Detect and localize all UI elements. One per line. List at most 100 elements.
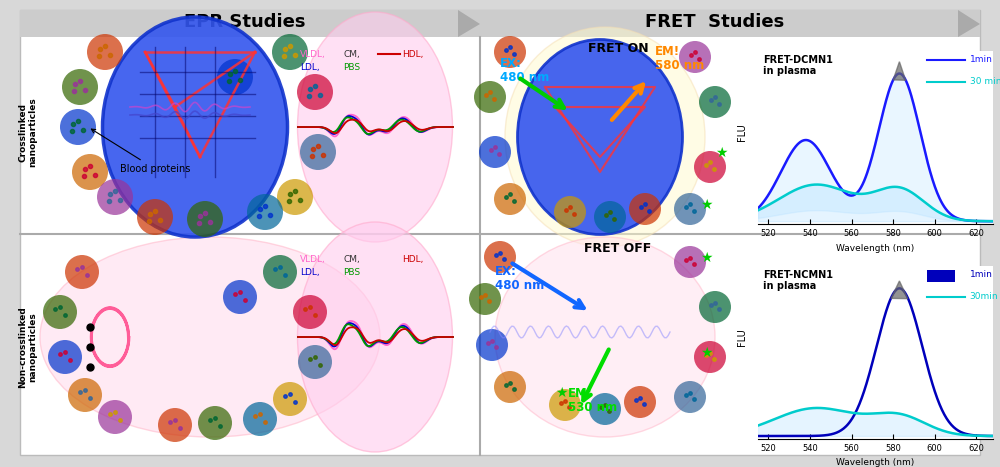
Text: 1min: 1min <box>970 269 992 279</box>
X-axis label: Wavelength (nm): Wavelength (nm) <box>836 244 915 253</box>
Text: HDL,: HDL, <box>402 50 423 59</box>
Bar <box>20 10 480 37</box>
Text: HDL,: HDL, <box>402 255 423 264</box>
Circle shape <box>272 34 308 70</box>
Circle shape <box>679 41 711 73</box>
Circle shape <box>43 295 77 329</box>
Circle shape <box>589 393 621 425</box>
Text: EX:: EX: <box>500 57 522 70</box>
Text: FLU: FLU <box>737 328 747 346</box>
Circle shape <box>72 154 108 190</box>
Bar <box>480 10 980 37</box>
Circle shape <box>187 201 223 237</box>
Text: EM!: EM! <box>655 45 680 58</box>
Circle shape <box>97 179 133 215</box>
Text: Blood proteins: Blood proteins <box>91 129 190 174</box>
Text: CM,: CM, <box>343 255 360 264</box>
Circle shape <box>273 382 307 416</box>
Text: Non-crosslinked
nanoparticles: Non-crosslinked nanoparticles <box>18 306 38 388</box>
Polygon shape <box>458 10 480 37</box>
Circle shape <box>68 378 102 412</box>
Text: FLU: FLU <box>737 123 747 141</box>
Text: VLDL,: VLDL, <box>300 50 326 59</box>
Text: Crosslinked
nanoparticles: Crosslinked nanoparticles <box>18 97 38 167</box>
Circle shape <box>474 81 506 113</box>
Circle shape <box>494 36 526 68</box>
Ellipse shape <box>40 237 380 437</box>
Polygon shape <box>958 10 980 37</box>
Text: 480 nm: 480 nm <box>495 279 544 292</box>
Text: 30 min: 30 min <box>970 77 1000 86</box>
Text: EM:: EM: <box>568 387 593 400</box>
Text: VLDL,: VLDL, <box>300 255 326 264</box>
Circle shape <box>137 199 173 235</box>
Circle shape <box>674 246 706 278</box>
Circle shape <box>297 74 333 110</box>
Circle shape <box>494 183 526 215</box>
Circle shape <box>469 283 501 315</box>
Circle shape <box>300 134 336 170</box>
Circle shape <box>699 291 731 323</box>
Circle shape <box>223 280 257 314</box>
Text: FRET-DCMN1
in plasma: FRET-DCMN1 in plasma <box>763 55 833 77</box>
Text: PBS: PBS <box>343 63 360 72</box>
Text: EX:: EX: <box>495 265 517 278</box>
Circle shape <box>674 193 706 225</box>
Polygon shape <box>891 281 908 299</box>
Text: PBS: PBS <box>343 268 360 277</box>
Text: FRET OFF: FRET OFF <box>584 242 652 255</box>
Text: LDL,: LDL, <box>300 63 320 72</box>
Circle shape <box>694 151 726 183</box>
Circle shape <box>629 193 661 225</box>
Circle shape <box>158 408 192 442</box>
Circle shape <box>494 371 526 403</box>
Text: 30min: 30min <box>970 292 998 301</box>
Circle shape <box>60 109 96 145</box>
Text: FRET-NCMN1
in plasma: FRET-NCMN1 in plasma <box>763 269 833 291</box>
Circle shape <box>277 179 313 215</box>
Ellipse shape <box>495 237 715 437</box>
Circle shape <box>293 295 327 329</box>
Circle shape <box>674 381 706 413</box>
Text: 530 nm: 530 nm <box>568 401 617 414</box>
Circle shape <box>554 196 586 228</box>
Circle shape <box>48 340 82 374</box>
Text: 580 nm: 580 nm <box>655 59 704 72</box>
Circle shape <box>298 345 332 379</box>
Circle shape <box>479 136 511 168</box>
Text: CM,: CM, <box>343 50 360 59</box>
Text: FRET ON: FRET ON <box>588 42 648 56</box>
Text: ★: ★ <box>700 346 712 360</box>
Circle shape <box>217 59 253 95</box>
Text: ★: ★ <box>715 146 728 160</box>
Ellipse shape <box>505 27 705 247</box>
X-axis label: Wavelength (nm): Wavelength (nm) <box>836 459 915 467</box>
Polygon shape <box>893 62 906 80</box>
Circle shape <box>87 34 123 70</box>
Ellipse shape <box>298 12 452 242</box>
Text: FRET  Studies: FRET Studies <box>645 13 785 31</box>
Circle shape <box>484 241 516 273</box>
Circle shape <box>62 69 98 105</box>
Circle shape <box>476 329 508 361</box>
Circle shape <box>263 255 297 289</box>
Bar <box>927 269 955 282</box>
Text: EPR Studies: EPR Studies <box>184 13 306 31</box>
Circle shape <box>198 406 232 440</box>
Text: ★: ★ <box>555 386 568 400</box>
Circle shape <box>549 389 581 421</box>
Text: LDL,: LDL, <box>300 268 320 277</box>
Circle shape <box>98 400 132 434</box>
Text: 480 nm: 480 nm <box>500 71 549 84</box>
Circle shape <box>694 341 726 373</box>
Ellipse shape <box>298 222 452 452</box>
Circle shape <box>594 201 626 233</box>
Circle shape <box>243 402 277 436</box>
Circle shape <box>65 255 99 289</box>
Text: ★: ★ <box>700 198 712 212</box>
Circle shape <box>699 86 731 118</box>
Ellipse shape <box>103 17 288 237</box>
Text: 1min: 1min <box>970 55 992 64</box>
Ellipse shape <box>518 40 682 234</box>
Circle shape <box>247 194 283 230</box>
